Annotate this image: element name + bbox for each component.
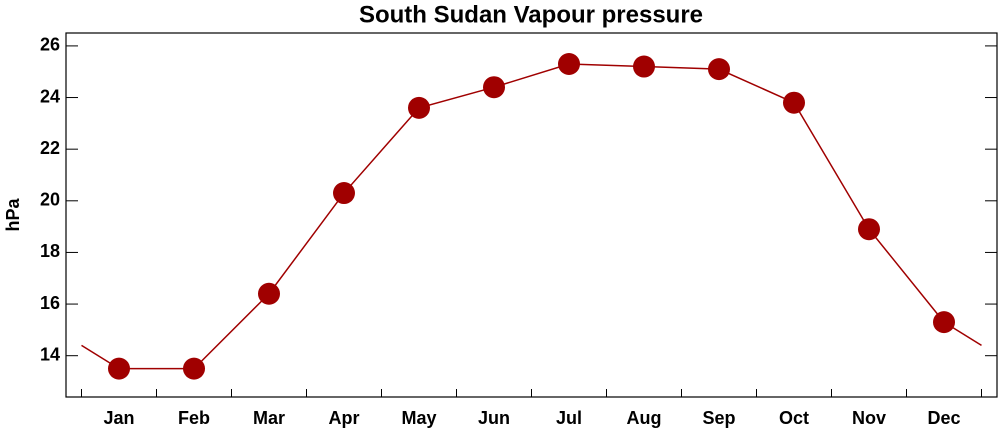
y-tick-label: 24 <box>40 86 60 106</box>
marker <box>408 96 430 119</box>
marker <box>858 218 880 241</box>
y-tick-label: 22 <box>40 138 60 158</box>
marker <box>633 55 655 78</box>
marker <box>783 91 805 114</box>
x-tick-label: Apr <box>329 408 360 428</box>
marker <box>558 52 580 75</box>
marker <box>258 282 280 305</box>
series-line <box>119 63 945 370</box>
y-tick-label: 20 <box>40 190 60 210</box>
x-tick-label: Mar <box>253 408 285 428</box>
x-tick-label: Feb <box>178 408 210 428</box>
chart-title: South Sudan Vapour pressure <box>359 1 703 28</box>
marker <box>333 182 355 205</box>
y-tick-label: 14 <box>40 344 60 364</box>
y-tick-label: 26 <box>40 35 60 55</box>
x-tick-label: Dec <box>927 408 960 428</box>
marker <box>483 76 505 99</box>
marker <box>933 311 955 334</box>
x-tick-label: May <box>401 408 436 428</box>
marker <box>183 357 205 380</box>
x-tick-label: Jul <box>556 408 582 428</box>
y-tick-label: 16 <box>40 293 60 313</box>
x-tick-label: Nov <box>852 408 886 428</box>
y-axis-label: hPa <box>3 198 23 232</box>
marker <box>108 357 130 380</box>
x-tick-label: Jan <box>103 408 134 428</box>
x-tick-label: Jun <box>478 408 510 428</box>
x-tick-label: Sep <box>702 408 735 428</box>
x-tick-label: Aug <box>627 408 662 428</box>
marker <box>708 58 730 81</box>
plot-frame <box>65 32 998 398</box>
x-tick-label: Oct <box>779 408 809 428</box>
y-tick-label: 18 <box>40 241 60 261</box>
